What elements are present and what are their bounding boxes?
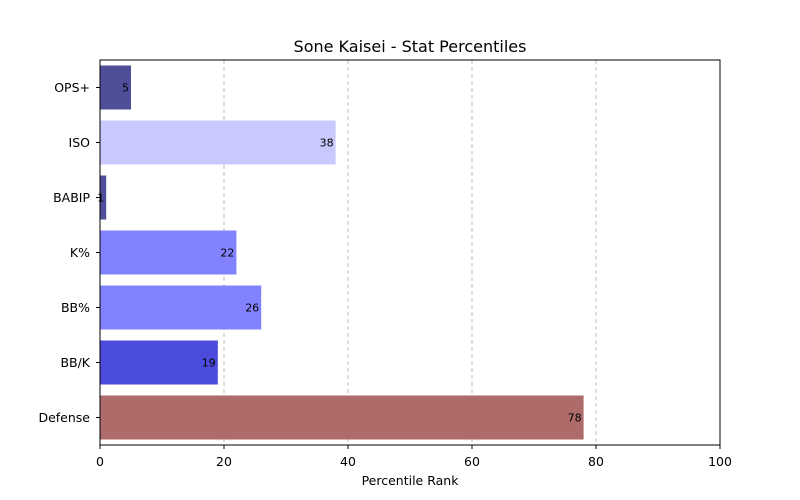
bar	[100, 395, 584, 440]
bar	[100, 120, 336, 165]
data-label: 1	[97, 192, 104, 205]
x-tick-label: 0	[96, 454, 104, 469]
x-tick-label: 60	[464, 454, 480, 469]
y-tick-label: BB%	[61, 300, 90, 315]
y-ticks: OPS+ ISO BABIP K% BB% BB/K Defense	[38, 80, 100, 425]
bars: 5 38 1 22 26 19 78	[97, 65, 584, 440]
data-label: 26	[245, 302, 259, 315]
grid-lines	[223, 60, 597, 445]
y-tick-label: OPS+	[54, 80, 90, 95]
data-label: 38	[320, 137, 334, 150]
chart-title: Sone Kaisei - Stat Percentiles	[294, 37, 527, 56]
x-tick-label: 100	[708, 454, 732, 469]
bar	[100, 65, 131, 110]
bar	[100, 285, 262, 330]
data-label: 5	[122, 82, 129, 95]
x-axis-label: Percentile Rank	[362, 473, 460, 488]
data-label: 78	[568, 412, 582, 425]
data-label: 19	[202, 357, 216, 370]
x-tick-label: 80	[588, 454, 604, 469]
x-ticks: 0 20 40 60 80 100	[96, 445, 732, 469]
data-label: 22	[220, 247, 234, 260]
bar	[100, 175, 107, 220]
y-tick-label: BABIP	[53, 190, 90, 205]
y-tick-label: BB/K	[60, 355, 90, 370]
y-tick-label: K%	[70, 245, 90, 260]
bar	[100, 340, 218, 385]
x-tick-label: 20	[216, 454, 232, 469]
x-tick-label: 40	[340, 454, 356, 469]
bar	[100, 230, 237, 275]
y-tick-label: ISO	[69, 135, 91, 150]
y-tick-label: Defense	[38, 410, 90, 425]
